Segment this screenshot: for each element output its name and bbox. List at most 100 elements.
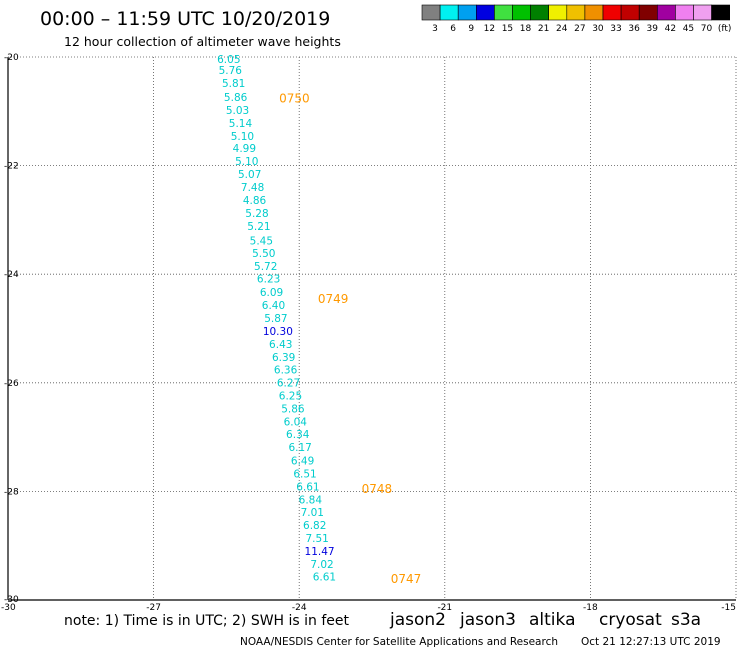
axis-tick-labels: -30 -27 -24 -21 -18 -15 -20 -22 -24 -26 -28 -30 bbox=[1, 53, 736, 613]
wave-height-points: 6.055.765.815.865.035.145.104.995.105.07… bbox=[217, 54, 336, 583]
pass-number-label: 0749 bbox=[318, 292, 349, 306]
wave-height-value: 4.99 bbox=[233, 143, 256, 155]
wave-height-value: 7.48 bbox=[241, 182, 264, 194]
colorbar-swatch bbox=[675, 4, 694, 21]
x-tick-label: -21 bbox=[437, 603, 452, 613]
colorbar-swatch bbox=[566, 4, 586, 21]
colorbar-label: 70 bbox=[701, 24, 713, 34]
wave-height-value: 6.61 bbox=[313, 571, 336, 583]
x-tick-label: -15 bbox=[721, 603, 736, 613]
wave-height-value: 5.76 bbox=[219, 65, 243, 77]
y-tick-label: -22 bbox=[4, 162, 19, 172]
y-tick-label: -26 bbox=[4, 379, 19, 389]
colorbar-swatch bbox=[494, 4, 513, 21]
colorbar-swatch bbox=[620, 4, 640, 21]
color-bar: 3 6 9 12 15 18 21 24 27 30 33 36 39 42 45 70 (ft) bbox=[421, 4, 732, 34]
colorbar-label: 3 bbox=[432, 24, 438, 34]
y-tick-label: -24 bbox=[4, 270, 19, 280]
wave-height-value: 6.04 bbox=[284, 417, 308, 429]
colorbar-swatch bbox=[638, 4, 658, 21]
wave-height-value: 6.40 bbox=[262, 300, 285, 312]
y-tick-label: -28 bbox=[4, 487, 19, 497]
colorbar-swatch bbox=[548, 4, 568, 21]
colorbar-label: (ft) bbox=[718, 24, 732, 34]
colorbar-label: 21 bbox=[538, 24, 549, 34]
wave-height-value: 5.81 bbox=[222, 78, 245, 90]
colorbar-label: 39 bbox=[647, 24, 659, 34]
x-tick-label: -18 bbox=[583, 603, 598, 613]
colorbar-swatch bbox=[711, 4, 730, 21]
colorbar-swatch bbox=[530, 4, 549, 21]
wave-height-value: 6.27 bbox=[277, 378, 300, 390]
wave-height-value: 7.01 bbox=[301, 507, 324, 519]
x-tick-label: -24 bbox=[292, 603, 307, 613]
wave-height-value: 6.05 bbox=[217, 54, 240, 66]
wave-height-value: 5.10 bbox=[231, 131, 254, 143]
wave-height-value: 5.45 bbox=[250, 235, 273, 247]
colorbar-label: 15 bbox=[502, 24, 513, 34]
wave-height-value: 6.25 bbox=[279, 391, 302, 403]
x-tick-label: -30 bbox=[1, 603, 16, 613]
wave-height-value: 6.17 bbox=[288, 442, 311, 454]
satellite-legend: jason2 jason3 altika cryosat s3a bbox=[389, 610, 701, 630]
wave-height-value: 5.21 bbox=[247, 221, 270, 233]
colorbar-swatch bbox=[475, 4, 495, 21]
colorbar-label: 45 bbox=[683, 24, 694, 34]
legend-cryosat: cryosat bbox=[599, 610, 662, 630]
wave-height-value: 5.86 bbox=[281, 404, 305, 416]
colorbar-label: 36 bbox=[628, 24, 640, 34]
colorbar-swatch bbox=[693, 4, 712, 21]
wave-height-value: 7.02 bbox=[310, 559, 333, 571]
chart-title: 00:00 – 11:59 UTC 10/20/2019 bbox=[40, 8, 330, 30]
legend-jason3: jason3 bbox=[459, 610, 516, 630]
wave-height-value: 5.50 bbox=[252, 248, 275, 260]
colorbar-label: 33 bbox=[610, 24, 621, 34]
wave-height-value: 5.28 bbox=[245, 208, 268, 220]
wave-height-value: 5.86 bbox=[224, 92, 248, 104]
legend-jason2: jason2 bbox=[389, 610, 446, 630]
wave-height-value: 11.47 bbox=[305, 546, 335, 558]
wave-height-value: 6.34 bbox=[286, 429, 310, 441]
y-tick-label: -20 bbox=[4, 53, 19, 63]
plot-grid bbox=[7, 56, 737, 601]
pass-number-label: 0750 bbox=[279, 92, 310, 106]
wave-height-value: 7.51 bbox=[305, 533, 328, 545]
x-tick-label: -27 bbox=[146, 603, 161, 613]
colorbar-swatch bbox=[457, 4, 477, 21]
colorbar-label: 9 bbox=[468, 24, 474, 34]
chart-subtitle: 12 hour collection of altimeter wave hei… bbox=[64, 34, 341, 49]
wave-height-value: 5.10 bbox=[235, 156, 258, 168]
colorbar-swatch bbox=[602, 4, 622, 21]
legend-altika: altika bbox=[529, 610, 576, 630]
wave-height-value: 6.61 bbox=[296, 481, 319, 493]
pass-number-label: 0748 bbox=[362, 482, 393, 496]
legend-s3a: s3a bbox=[671, 610, 701, 630]
wave-height-value: 6.36 bbox=[274, 365, 298, 377]
wave-height-value: 5.14 bbox=[229, 118, 253, 130]
y-tick-label: -30 bbox=[4, 595, 19, 605]
wave-height-value: 5.87 bbox=[264, 313, 287, 325]
footer-timestamp: Oct 21 12:27:13 UTC 2019 bbox=[581, 636, 721, 648]
wave-height-value: 5.72 bbox=[254, 261, 277, 273]
colorbar-label: 18 bbox=[520, 24, 532, 34]
wave-height-value: 5.03 bbox=[226, 105, 249, 117]
wave-height-value: 6.09 bbox=[260, 287, 283, 299]
colorbar-label: 12 bbox=[484, 24, 495, 34]
colorbar-label: 27 bbox=[574, 24, 585, 34]
wave-height-value: 6.39 bbox=[272, 352, 295, 364]
wave-height-value: 6.84 bbox=[299, 494, 323, 506]
wave-height-value: 6.43 bbox=[269, 339, 292, 351]
colorbar-label: 6 bbox=[450, 24, 456, 34]
wave-height-value: 6.51 bbox=[293, 468, 316, 480]
wave-height-value: 6.49 bbox=[291, 455, 314, 467]
wave-height-value: 6.82 bbox=[303, 520, 326, 532]
wave-height-value: 6.23 bbox=[257, 273, 280, 285]
colorbar-label: 30 bbox=[592, 24, 604, 34]
footer-note: note: 1) Time is in UTC; 2) SWH is in fe… bbox=[64, 613, 350, 629]
wave-height-value: 5.07 bbox=[238, 169, 261, 181]
pass-number-label: 0747 bbox=[391, 572, 422, 586]
wave-height-value: 4.86 bbox=[243, 195, 267, 207]
colorbar-swatch bbox=[421, 4, 441, 21]
colorbar-swatch bbox=[584, 4, 604, 21]
